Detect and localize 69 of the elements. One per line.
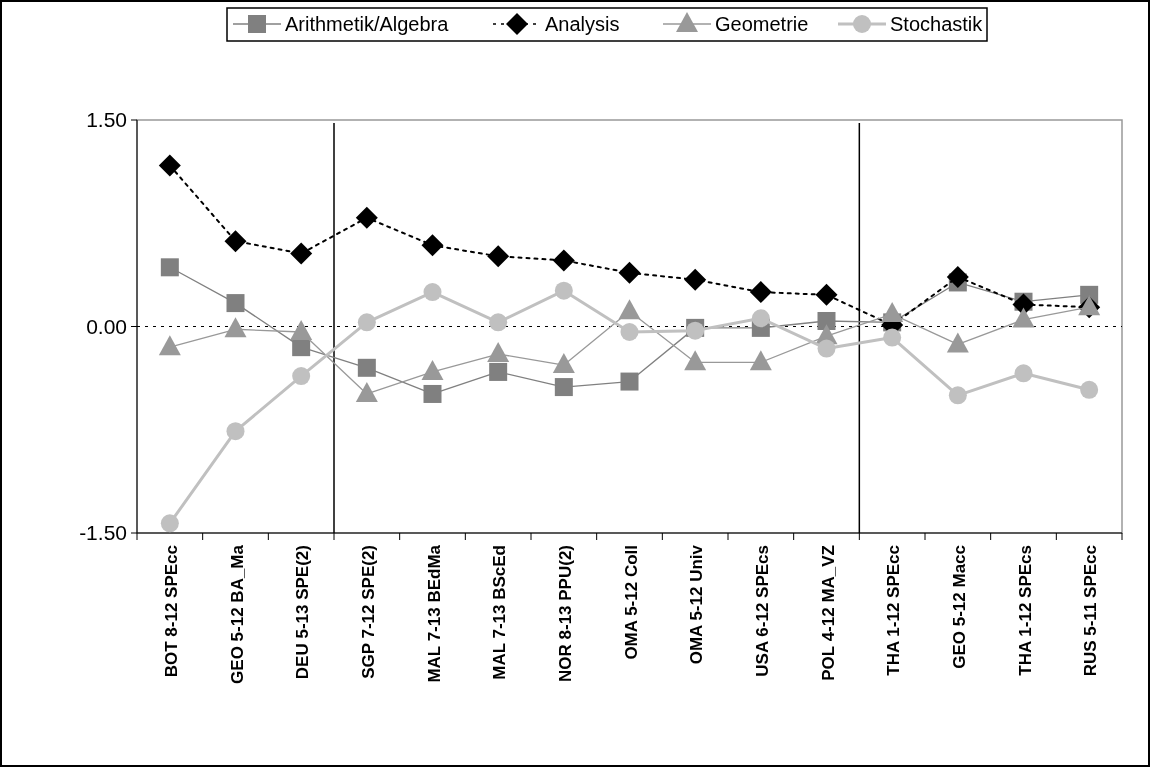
point — [881, 302, 904, 323]
x-tick-label: NOR 8-13 PPU(2) — [555, 545, 575, 682]
point — [883, 328, 902, 347]
point — [749, 350, 772, 371]
x-tick-label: OMA 5-12 Coll — [621, 545, 641, 660]
point — [552, 249, 575, 272]
point — [224, 230, 247, 253]
x-tick-label: MAL 7-13 BScEd — [490, 545, 510, 680]
point — [552, 353, 575, 374]
point — [817, 339, 836, 358]
point — [749, 281, 772, 304]
legend-label: Analysis — [545, 13, 620, 35]
point — [751, 309, 770, 328]
point — [489, 362, 508, 381]
x-tick-label: MAL 7-13 BEdMa — [424, 544, 444, 683]
point — [423, 384, 442, 403]
point — [489, 313, 508, 332]
y-tick-label: 1.50 — [86, 108, 127, 132]
point — [421, 359, 444, 380]
x-tick-label: THA 1-12 SPEcc — [884, 545, 904, 676]
point — [355, 206, 378, 229]
point — [946, 265, 969, 288]
x-tick-label: POL 4-12 MA_VZ — [818, 545, 838, 681]
x-tick-label: OMA 5-12 Univ — [687, 544, 707, 665]
point — [423, 283, 442, 302]
point — [487, 342, 510, 363]
x-tick-label: THA 1-12 SPEcs — [1015, 545, 1035, 676]
point — [948, 386, 967, 405]
point — [684, 268, 707, 291]
legend-label: Arithmetik/Algebra — [285, 13, 450, 35]
x-tick-label: USA 6-12 SPEcs — [752, 545, 772, 677]
x-tick-label: BOT 8-12 SPEcc — [161, 545, 181, 678]
point — [290, 320, 313, 341]
point — [817, 311, 836, 330]
y-tick-label: -1.50 — [79, 521, 127, 545]
point — [292, 367, 311, 386]
point — [815, 283, 838, 306]
x-tick-label: DEU 5-13 SPE(2) — [293, 545, 313, 680]
point — [554, 378, 573, 397]
point — [158, 335, 181, 356]
point — [224, 317, 247, 338]
y-tick-label: 0.00 — [86, 314, 127, 338]
point — [1014, 364, 1033, 383]
x-tick-label: GEO 5-12 Macc — [949, 545, 969, 669]
point — [355, 381, 378, 402]
point — [290, 242, 313, 265]
point — [357, 358, 376, 377]
point — [554, 281, 573, 300]
point — [160, 514, 179, 533]
x-tick-label: GEO 5-12 BA_Ma — [227, 544, 247, 684]
point — [618, 299, 641, 320]
legend-label: Geometrie — [715, 13, 809, 35]
x-tick-label: SGP 7-12 SPE(2) — [358, 545, 378, 679]
point — [160, 258, 179, 277]
point — [487, 245, 510, 268]
point — [618, 261, 641, 284]
point — [226, 422, 245, 441]
point — [1012, 307, 1035, 328]
point — [421, 234, 444, 257]
point — [1080, 380, 1099, 399]
point — [620, 323, 639, 342]
point — [226, 294, 245, 313]
point — [620, 372, 639, 391]
x-tick-label: RUS 5-11 SPEcc — [1081, 545, 1101, 677]
point — [158, 154, 181, 177]
point — [357, 313, 376, 332]
point — [684, 350, 707, 371]
legend-label: Stochastik — [890, 13, 984, 35]
point — [946, 332, 969, 353]
